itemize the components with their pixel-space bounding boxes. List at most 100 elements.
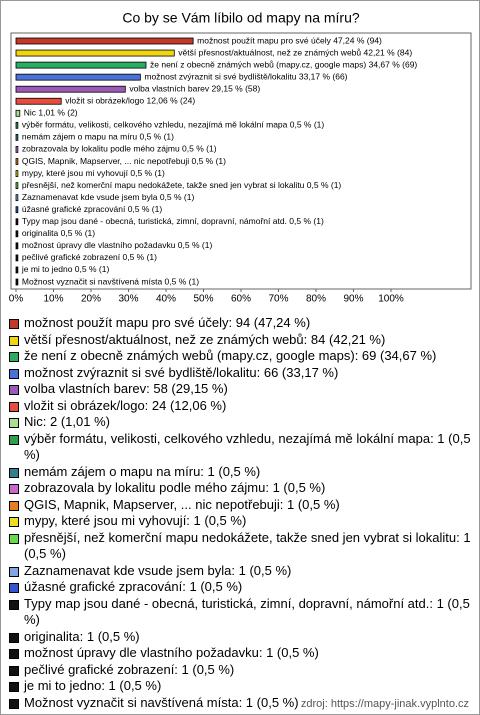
bar-label: úžasné grafické zpracování 0,5 % (1) [22,204,162,214]
bar-label: vložit si obrázek/logo 12,06 % (24) [65,96,195,106]
bar [15,170,19,177]
bar-label: přesnější, než komerční mapu nedokážete,… [22,180,342,190]
legend-swatch [9,467,19,478]
legend-item: zobrazovala by lokalitu podle mého zájmu… [9,480,471,497]
bar-label: Nic 1,01 % (2) [24,108,78,118]
bar-label: že není z obecně známých webů (mapy.cz, … [150,59,417,69]
legend-item: úžasné grafické zpracování: 1 (0,5 %) [9,579,471,596]
bar [15,73,141,81]
legend-item: že není z obecně známých webů (mapy.cz, … [9,348,471,365]
x-tick-label: 50% [193,294,213,305]
x-tick-label: 70% [268,294,288,305]
bar [15,182,19,190]
legend-label: přesnější, než komerční mapu nedokážete,… [24,529,471,562]
legend-swatch [9,583,19,593]
legend-label: zobrazovala by lokalitu podle mého zájmu… [24,480,326,495]
legend-swatch [9,599,19,610]
legend-swatch [9,632,19,643]
legend-label: Možnost vyznačit si navštívená místa: 1 … [24,694,299,710]
legend-label: Zaznamenavat kde vsude jsem byla: 1 (0,5… [24,562,292,578]
chart: Co by se Vám líbilo od mapy na míru? 0% 1… [9,10,472,305]
bar [15,146,19,153]
legend-swatch [9,385,19,395]
legend-item: Zaznamenavat kde vsude jsem byla: 1 (0,5… [9,563,471,580]
legend-item: pečlivé grafické zobrazení: 1 (0,5 %) [9,662,471,679]
bar-label: volba vlastních barev 29,15 % (58) [129,83,260,93]
legend-swatch [9,418,19,428]
bar [15,206,19,214]
bar [15,278,19,286]
bar [15,194,19,202]
legend-item: je mi to jedno: 1 (0,5 %) [9,678,471,695]
legend-label: vložit si obrázek/logo: 24 (12,06 %) [24,397,227,413]
legend-item: originalita: 1 (0,5 %) [9,629,471,646]
x-tick-label: 60% [231,294,251,305]
legend-item: možnost použít mapu pro své účely: 94 (4… [9,315,471,332]
legend-label: Nic: 2 (1,01 %) [24,414,110,429]
bar [15,61,147,69]
legend-swatch [9,649,19,659]
legend-item: výběr formátu, velikosti, celkového vzhl… [9,431,471,464]
bar [15,158,19,165]
legend-item: QGIS, Mapnik, Mapserver, ... nic nepotře… [9,497,471,514]
bar-label: Zaznamenavat kde vsude jsem byla 0,5 % (… [22,192,195,202]
chart-title: Co by se Vám líbilo od mapy na míru? [122,10,360,26]
legend-label: volba vlastních barev: 58 (29,15 %) [24,381,228,396]
legend-label: QGIS, Mapnik, Mapserver, ... nic nepotře… [24,496,340,512]
legend-label: možnost použít mapu pro své účely: 94 (4… [24,315,311,330]
x-tick-label: 90% [343,294,363,305]
legend-swatch [9,319,19,329]
legend-label: úžasné grafické zpracování: 1 (0,5 %) [24,579,243,594]
x-tick-label: 100% [378,294,404,305]
source: zdroj: https://mapy-jinak.vyplnto.cz [300,698,469,710]
legend-item: vložit si obrázek/logo: 24 (12,06 %) [9,398,471,415]
legend-item: možnost zvýraznit si své bydliště/lokali… [9,365,471,382]
bar [15,242,19,250]
bar [15,37,194,45]
x-tick-label: 30% [118,294,138,305]
legend-label: výběr formátu, velikosti, celkového vzhl… [24,430,471,463]
legend-label: možnost zvýraznit si své bydliště/lokali… [24,364,339,380]
legend-swatch [9,368,19,379]
bar-label: zobrazovala by lokalitu podle mého zájmu… [22,144,217,154]
legend-item: větší přesnost/aktuálnost, než ze známýc… [9,332,471,349]
legend-swatch [9,665,19,676]
legend-item: Typy map jsou dané - obecná, turistická,… [9,596,471,629]
legend-swatch [9,434,19,445]
legend-item: Možnost vyznačit si navštívená místa: 1 … [9,695,471,712]
bar [15,133,19,141]
bar-label: možnost zvýraznit si své bydliště/lokali… [144,71,347,81]
x-tick-label: 20% [81,294,101,305]
legend-item: mypy, které jsou mi vyhovují: 1 (0,5 %) [9,513,471,530]
legend-swatch [9,517,19,527]
bar [15,49,175,57]
bar-label: nemám zájem o mapu na míru 0,5 % (1) [22,132,174,142]
legend-label: pečlivé grafické zobrazení: 1 (0,5 %) [24,661,235,677]
legend-swatch [9,682,19,692]
bar-label: výběr formátu, velikosti, celkového vzhl… [22,120,325,130]
legend-label: je mi to jedno: 1 (0,5 %) [24,678,162,693]
bar [15,121,19,129]
legend-swatch [9,484,19,494]
bar [15,85,126,93]
legend-item: Nic: 2 (1,01 %) [9,414,471,431]
legend-label: možnost úpravy dle vlastního požadavku: … [24,645,319,660]
legend-label: Typy map jsou dané - obecná, turistická,… [24,595,470,628]
legend-label: mypy, které jsou mi vyhovují: 1 (0,5 %) [24,513,247,528]
legend-swatch [9,500,19,511]
legend-swatch [9,533,19,544]
bar [15,266,19,274]
legend-label: větší přesnost/aktuálnost, než ze známýc… [24,331,386,347]
bar [15,97,62,105]
bar-label: možnost použít mapu pro své účely 47,24 … [197,35,382,45]
x-tick-label: 0% [9,294,24,305]
legend-swatch [9,352,19,362]
bar-label: možnost úpravy dle vlastního požadavku 0… [22,240,213,250]
bar-label: větší přesnost/aktuálnost, než ze známýc… [178,47,412,57]
legend-swatch [9,698,19,709]
legend-swatch [9,566,19,577]
legend-item: možnost úpravy dle vlastního požadavku: … [9,645,471,662]
bar-label: QGIS, Mapnik, Mapserver, ... nic nepotře… [22,156,226,166]
bar-label: originalita 0,5 % (1) [22,228,95,238]
